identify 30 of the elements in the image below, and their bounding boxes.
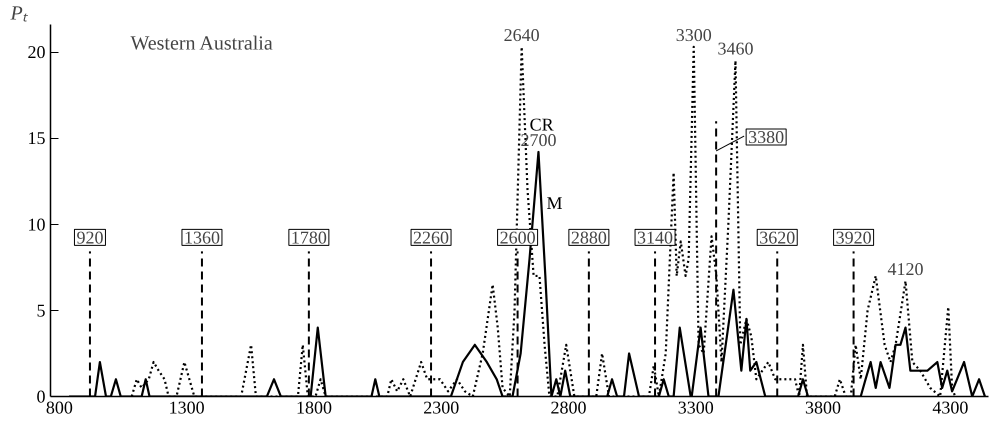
ref-line-label: 3620 xyxy=(759,227,796,248)
y-tick-label: 20 xyxy=(28,42,46,62)
x-tick-label: 1800 xyxy=(296,398,332,418)
x-tick-label: 2800 xyxy=(550,398,586,418)
ref-line-label: 1360 xyxy=(184,227,220,248)
y-tick-label: 5 xyxy=(36,300,46,320)
ref-line-label: 2880 xyxy=(570,227,607,248)
ref-line-label: 2600 xyxy=(500,227,536,248)
series-label: M xyxy=(546,193,562,214)
x-tick-label: 3300 xyxy=(678,398,714,418)
annotation: 2640 xyxy=(504,24,540,45)
y-tick-label: 15 xyxy=(28,128,46,148)
ref-line-label: 2260 xyxy=(413,227,450,248)
annotation: 3460 xyxy=(717,38,754,59)
x-tick-label: 2300 xyxy=(423,398,460,418)
chart-title: Western Australia xyxy=(130,32,273,54)
x-tick-label: 800 xyxy=(46,398,73,418)
x-tick-label: 1300 xyxy=(168,398,205,418)
x-tick-label: 4300 xyxy=(932,398,968,418)
y-tick-label: 10 xyxy=(28,214,46,234)
annotation: 4120 xyxy=(888,259,924,280)
x-tick-label: 3800 xyxy=(805,398,842,418)
annotation: 3300 xyxy=(676,24,712,45)
ref-line-label: 920 xyxy=(76,227,104,248)
ref-line-label: 3380 xyxy=(748,126,784,147)
ref-line-label: 3920 xyxy=(836,227,872,248)
y-axis-title: Pₜ xyxy=(10,2,29,24)
ref-line-label: 3140 xyxy=(637,227,674,248)
y-tick-label: 0 xyxy=(36,386,46,406)
ref-line-label: 1780 xyxy=(290,227,327,248)
